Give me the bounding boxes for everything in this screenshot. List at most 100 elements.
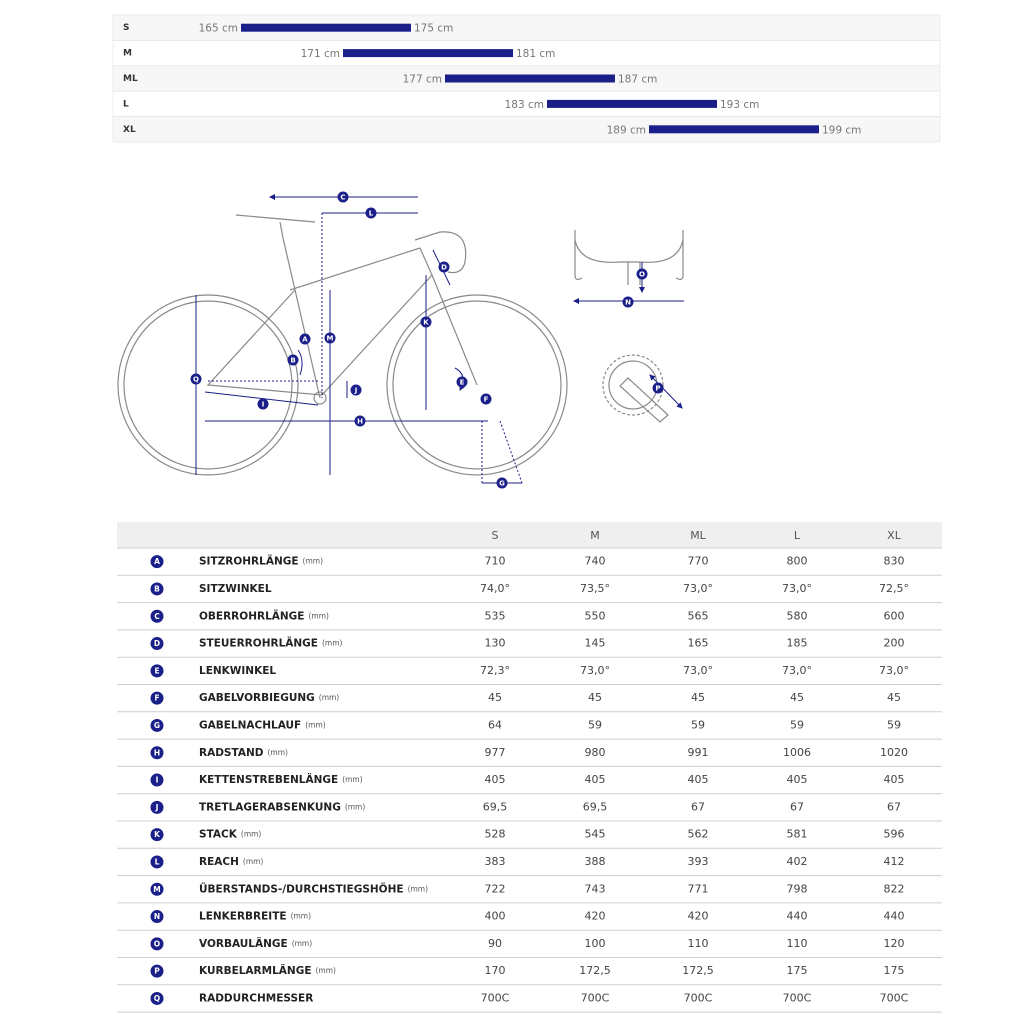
diagram-marker-letter: Q <box>193 376 199 384</box>
row-unit: (mm) <box>319 693 340 702</box>
range-max-label: 175 cm <box>414 23 453 35</box>
cell-value: 440 <box>884 910 905 923</box>
cell-value: 580 <box>787 609 808 622</box>
diagram-marker-letter: M <box>327 335 334 343</box>
diagram-marker-letter: N <box>625 299 631 307</box>
cell-value: 100 <box>585 937 606 950</box>
row-name-text: GABELVORBIEGUNG <box>199 692 315 704</box>
cell-value: 73,0° <box>782 664 812 677</box>
handlebar-dimensions <box>574 262 684 301</box>
size-label: M <box>123 49 132 59</box>
size-row <box>112 90 941 117</box>
row-name-text: OBERROHRLÄNGE <box>199 608 304 622</box>
range-min-label: 183 cm <box>505 99 544 111</box>
cell-value: 130 <box>485 637 506 650</box>
cell-value: 400 <box>485 910 506 923</box>
row-letter: K <box>154 830 161 839</box>
diagram-marker-letter: D <box>441 264 447 272</box>
cell-value: 172,5 <box>682 964 714 977</box>
row-marker <box>150 855 164 869</box>
row-unit: (mm) <box>345 802 366 811</box>
diagram-marker <box>299 333 311 345</box>
row-marker <box>150 828 164 842</box>
range-max-label: 187 cm <box>618 74 657 86</box>
cell-value: 59 <box>588 718 602 731</box>
column-header: L <box>794 529 801 542</box>
cell-value: 59 <box>691 718 705 731</box>
cell-value: 67 <box>790 800 804 813</box>
row-letter: H <box>154 748 160 757</box>
cell-value: 991 <box>688 746 709 759</box>
cell-value: 980 <box>585 746 606 759</box>
cell-value: 822 <box>884 882 905 895</box>
row-name: LENKWINKEL <box>199 665 276 677</box>
cell-value: 405 <box>787 773 808 786</box>
row-name-text: ÜBERSTANDS-/DURCHSTIEGSHÖHE <box>199 881 404 895</box>
row-letter: N <box>154 912 160 921</box>
height-range-bar <box>445 74 615 83</box>
cell-value: 600 <box>884 609 905 622</box>
diagram-marker-letter: C <box>340 194 345 202</box>
cell-value: 800 <box>787 555 808 568</box>
row-name: RADSTAND (mm) <box>199 747 288 759</box>
row-unit: (mm) <box>322 639 343 648</box>
diagram-marker-letter: E <box>460 379 465 387</box>
row-letter: O <box>154 939 160 948</box>
diagram-marker-letter: A <box>302 336 308 344</box>
diagram-marker <box>190 373 202 385</box>
cell-value: 110 <box>688 937 709 950</box>
cell-value: 405 <box>485 773 506 786</box>
cell-value: 45 <box>790 691 804 704</box>
row-marker <box>150 555 164 569</box>
cell-value: 120 <box>884 937 905 950</box>
cell-value: 420 <box>688 910 709 923</box>
cell-value: 1006 <box>783 746 811 759</box>
row-unit: (mm) <box>305 720 326 729</box>
diagram-marker <box>622 296 634 308</box>
cell-value: 67 <box>887 800 901 813</box>
cell-value: 69,5 <box>483 800 508 813</box>
cell-value: 175 <box>884 964 905 977</box>
range-min-label: 189 cm <box>607 124 646 136</box>
cell-value: 412 <box>884 855 905 868</box>
row-name: SITZWINKEL <box>199 583 272 595</box>
row-name: RADDURCHMESSER <box>199 992 313 1004</box>
cell-value: 45 <box>691 691 705 704</box>
row-marker <box>150 691 164 705</box>
cell-value: 798 <box>787 882 808 895</box>
height-range-bar <box>649 125 819 134</box>
diagram-marker <box>420 316 432 328</box>
cell-value: 402 <box>787 855 808 868</box>
cell-value: 185 <box>787 637 808 650</box>
row-name: KETTENSTREBENLÄNGE (mm) <box>199 772 363 786</box>
row-marker <box>150 637 164 651</box>
range-min-label: 165 cm <box>199 23 238 35</box>
cell-value: 74,0° <box>480 582 510 595</box>
diagram-marker-letter: B <box>290 357 295 365</box>
cell-value: 90 <box>488 937 502 950</box>
diagram-marker-letter: I <box>262 401 265 409</box>
cell-value: 405 <box>688 773 709 786</box>
cell-value: 977 <box>485 746 506 759</box>
row-marker <box>150 718 164 732</box>
column-header: XL <box>887 529 902 542</box>
cell-value: 700C <box>581 991 610 1004</box>
row-name: OBERROHRLÄNGE (mm) <box>199 608 329 622</box>
diagram-marker <box>636 268 648 280</box>
row-name: GABELNACHLAUF (mm) <box>199 719 326 731</box>
diagram-marker-letter: H <box>357 418 363 426</box>
cell-value: 45 <box>488 691 502 704</box>
range-max-label: 193 cm <box>720 99 759 111</box>
diagram-marker <box>496 477 508 489</box>
cell-value: 743 <box>585 882 606 895</box>
cell-value: 72,5° <box>879 582 909 595</box>
size-label: ML <box>123 74 138 84</box>
range-min-label: 171 cm <box>301 48 340 60</box>
row-unit: (mm) <box>291 912 312 921</box>
cell-value: 528 <box>485 828 506 841</box>
row-letter: F <box>154 694 159 703</box>
cell-value: 73,0° <box>683 664 713 677</box>
row-marker <box>150 964 164 978</box>
diagram-marker <box>456 376 468 388</box>
